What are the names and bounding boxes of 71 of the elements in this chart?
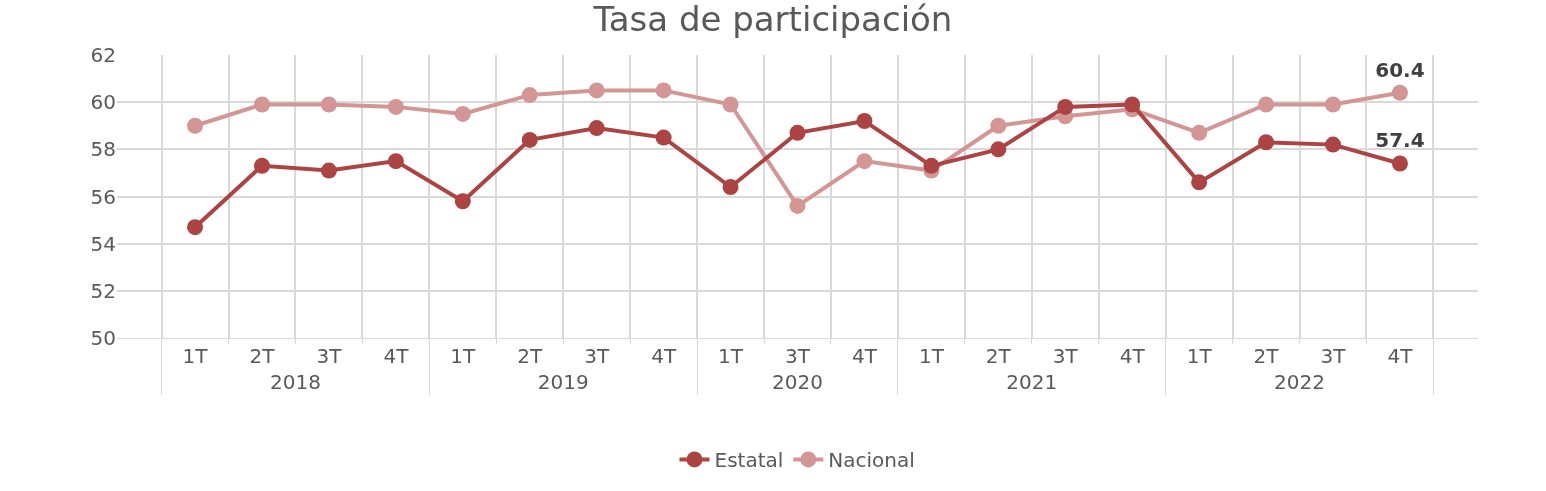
point bbox=[1258, 134, 1275, 151]
point bbox=[856, 153, 873, 170]
point bbox=[320, 162, 337, 179]
y-tick-label: 56 bbox=[90, 184, 116, 209]
point bbox=[789, 197, 806, 214]
point bbox=[521, 131, 538, 148]
y-tick-label: 54 bbox=[90, 231, 116, 256]
point bbox=[1191, 174, 1208, 191]
point bbox=[187, 117, 204, 134]
x-tick-label: 1T bbox=[1186, 344, 1213, 368]
x-tick-label: 2T bbox=[517, 344, 543, 368]
point bbox=[655, 82, 672, 99]
point bbox=[1191, 124, 1208, 141]
point bbox=[187, 219, 204, 236]
point bbox=[1124, 96, 1141, 113]
x-tick-label: 3T bbox=[584, 344, 610, 368]
point bbox=[990, 117, 1007, 134]
y-tick-label: 58 bbox=[90, 137, 116, 162]
point bbox=[588, 82, 605, 99]
x-tick-label: 2T bbox=[1253, 344, 1280, 368]
x-tick-label: 1T bbox=[450, 344, 477, 368]
x-tick-label: 3T bbox=[1052, 344, 1079, 368]
y-tick-label: 52 bbox=[90, 278, 116, 303]
legend-label: Nacional bbox=[828, 448, 915, 473]
x-tick-label: 4T bbox=[651, 344, 677, 368]
text: 2018 bbox=[270, 370, 321, 394]
point bbox=[387, 153, 404, 170]
point bbox=[254, 157, 270, 174]
point bbox=[655, 129, 672, 146]
point bbox=[1325, 136, 1342, 153]
x-tick-label: 3T bbox=[1320, 344, 1347, 368]
x-tick-label: 4T bbox=[1387, 344, 1414, 368]
point bbox=[1391, 84, 1408, 101]
point bbox=[454, 105, 471, 122]
x-tick-label: 1T bbox=[182, 344, 209, 368]
point bbox=[789, 124, 806, 141]
x-tick-label: 2T bbox=[985, 344, 1012, 368]
point bbox=[990, 141, 1007, 158]
x-tick-label: 1T bbox=[918, 344, 945, 368]
text: 2019 bbox=[537, 370, 589, 394]
point bbox=[722, 96, 739, 113]
x-tick-label: 4T bbox=[851, 344, 878, 368]
point bbox=[588, 120, 605, 137]
point bbox=[320, 96, 337, 113]
point bbox=[722, 179, 739, 196]
text: 2021 bbox=[1006, 370, 1058, 394]
text: 2020 bbox=[772, 370, 823, 394]
x-tick-label: 3T bbox=[316, 344, 343, 368]
point bbox=[856, 113, 873, 130]
legend-label: Estatal bbox=[714, 448, 784, 473]
point bbox=[1057, 98, 1074, 115]
data-label: 57.4 bbox=[1375, 128, 1425, 153]
x-tick-label: 3T bbox=[785, 344, 811, 368]
point bbox=[1325, 96, 1342, 113]
point bbox=[387, 98, 404, 115]
point bbox=[1391, 155, 1408, 172]
x-tick-label: 4T bbox=[383, 344, 410, 368]
point bbox=[454, 193, 471, 210]
x-tick-label: 2T bbox=[249, 344, 276, 368]
point bbox=[254, 96, 270, 113]
point bbox=[521, 87, 538, 104]
y-tick-label: 60 bbox=[90, 90, 116, 115]
text: 2022 bbox=[1274, 370, 1325, 394]
data-label: 60.4 bbox=[1375, 57, 1425, 82]
point bbox=[1258, 96, 1275, 113]
x-tick-label: 4T bbox=[1119, 344, 1146, 368]
y-tick-label: 62 bbox=[90, 43, 116, 67]
y-tick-label: 50 bbox=[90, 326, 116, 350]
x-tick-label: 1T bbox=[718, 344, 744, 368]
chart-title: Tasa de participación bbox=[592, 0, 953, 40]
point bbox=[923, 157, 940, 174]
